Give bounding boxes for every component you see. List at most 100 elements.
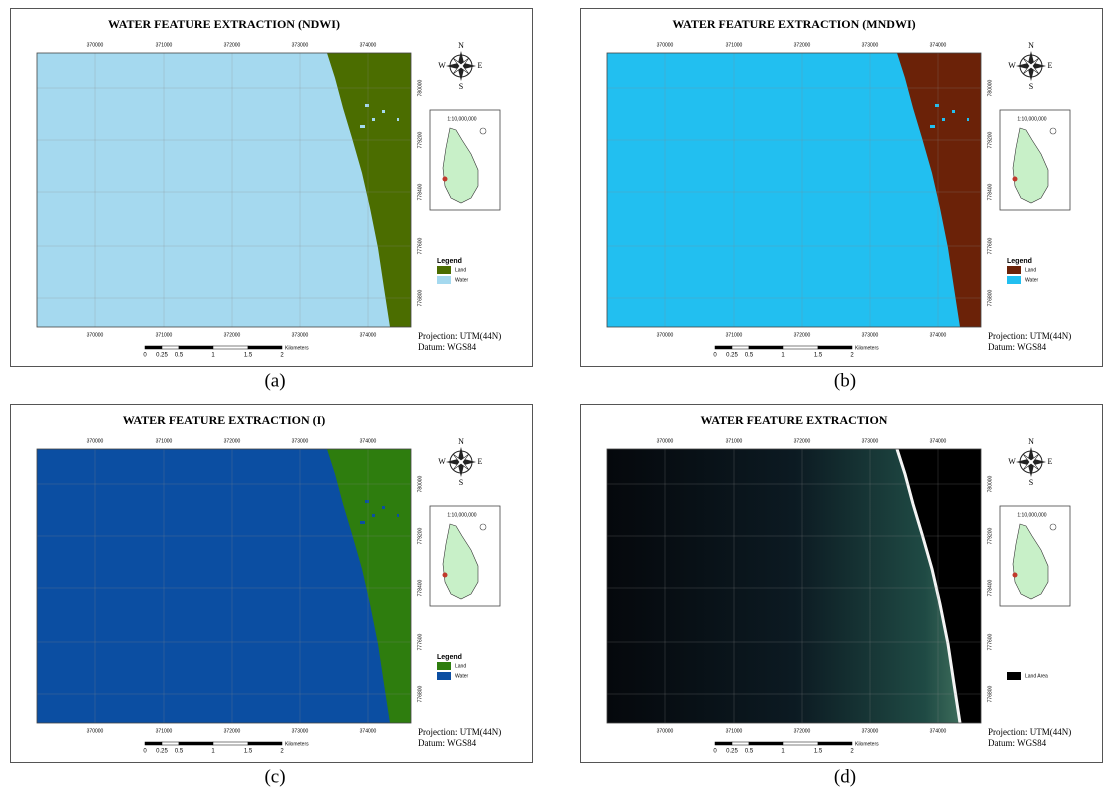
x-tick-label: 370000 <box>657 42 674 48</box>
inset-scale: 1:10,000,000 <box>1017 512 1046 518</box>
scale-segment <box>715 346 732 349</box>
scale-label: 0.5 <box>175 749 184 755</box>
x-tick-label: 370000 <box>657 438 674 444</box>
inset-scale: 1:10,000,000 <box>447 512 476 518</box>
x-tick-label: 371000 <box>726 332 743 338</box>
x-tick-label: 371000 <box>156 332 173 338</box>
legend-label: Land <box>455 663 466 669</box>
y-tick-label: 779200 <box>417 527 423 544</box>
x-tick-label: 372000 <box>794 728 811 734</box>
inland-water <box>952 110 955 113</box>
map-panel: WATER FEATURE EXTRACTION (MNDWI)37000037… <box>581 9 1103 367</box>
legend-swatch <box>437 672 451 680</box>
scale-label: 0.25 <box>156 353 168 359</box>
caption: (d) <box>834 766 856 787</box>
y-tick-label: 779200 <box>987 527 993 544</box>
scale-segment <box>749 742 783 745</box>
x-tick-label: 373000 <box>292 42 309 48</box>
compass-e: E <box>1048 61 1053 70</box>
caption: (c) <box>264 766 285 787</box>
x-tick-label: 372000 <box>224 42 241 48</box>
x-tick-label: 374000 <box>930 438 947 444</box>
legend-swatch <box>1007 672 1021 680</box>
x-tick-label: 373000 <box>862 438 879 444</box>
compass-s: S <box>1029 478 1033 487</box>
compass-s: S <box>459 82 463 91</box>
x-tick-label: 370000 <box>657 728 674 734</box>
x-tick-label: 373000 <box>292 332 309 338</box>
x-tick-label: 373000 <box>862 42 879 48</box>
scale-segment <box>783 346 818 349</box>
legend-swatch <box>437 662 451 670</box>
x-tick-label: 371000 <box>156 728 173 734</box>
map-panel: WATER FEATURE EXTRACTION (I)370000370000… <box>11 405 533 763</box>
scale-segment <box>248 742 282 745</box>
x-tick-label: 371000 <box>726 438 743 444</box>
x-tick-label: 371000 <box>726 42 743 48</box>
legend-label: Land Area <box>1025 673 1048 679</box>
compass-n: N <box>458 437 464 446</box>
x-tick-label: 371000 <box>726 728 743 734</box>
scale-segment <box>818 346 852 349</box>
scale-label: 0.5 <box>745 749 754 755</box>
inland-water <box>382 506 385 509</box>
scale-segment <box>818 742 852 745</box>
x-tick-label: 370000 <box>87 728 104 734</box>
scale-segment <box>749 346 783 349</box>
legend-swatch <box>1007 276 1021 284</box>
scale-segment <box>179 742 213 745</box>
inland-water <box>360 521 365 524</box>
inland-water <box>935 104 939 107</box>
y-tick-label: 779200 <box>417 131 423 148</box>
scale-segment <box>732 742 749 745</box>
y-tick-label: 776800 <box>417 289 423 306</box>
scale-label: 1.5 <box>244 749 253 755</box>
scale-label: 1.5 <box>244 353 253 359</box>
scale-segment <box>213 742 248 745</box>
y-tick-label: 780000 <box>417 79 423 96</box>
projection: Projection: UTM(44N) <box>988 331 1071 341</box>
compass-w: W <box>1008 61 1016 70</box>
legend-title: Legend <box>437 654 462 661</box>
x-tick-label: 370000 <box>87 42 104 48</box>
inland-water <box>365 500 369 503</box>
x-tick-label: 372000 <box>224 728 241 734</box>
x-tick-label: 372000 <box>224 438 241 444</box>
legend-label: Water <box>455 673 468 679</box>
map-panel: WATER FEATURE EXTRACTION (NDWI)370000370… <box>11 9 533 367</box>
x-tick-label: 373000 <box>292 728 309 734</box>
x-tick-label: 370000 <box>657 332 674 338</box>
scale-unit: Kilometers <box>855 345 879 351</box>
y-tick-label: 777600 <box>987 633 993 650</box>
inland-water <box>942 118 945 121</box>
datum: Datum: WGS84 <box>418 738 477 748</box>
scale-label: 0.25 <box>156 749 168 755</box>
x-tick-label: 370000 <box>87 438 104 444</box>
y-tick-label: 776800 <box>987 289 993 306</box>
datum: Datum: WGS84 <box>418 342 477 352</box>
datum: Datum: WGS84 <box>988 342 1047 352</box>
y-tick-label: 780000 <box>987 79 993 96</box>
caption: (b) <box>834 370 856 391</box>
inset-scale: 1:10,000,000 <box>1017 116 1046 122</box>
projection: Projection: UTM(44N) <box>418 331 501 341</box>
caption: (a) <box>264 370 285 391</box>
inland-water <box>397 118 399 121</box>
study-area <box>1013 573 1018 578</box>
scale-label: 0.5 <box>175 353 184 359</box>
x-tick-label: 373000 <box>862 728 879 734</box>
y-tick-label: 777600 <box>417 633 423 650</box>
scale-label: 0.5 <box>745 353 754 359</box>
scale-segment <box>179 346 213 349</box>
panel-title: WATER FEATURE EXTRACTION (NDWI) <box>108 17 340 31</box>
legend-swatch <box>1007 266 1021 274</box>
compass-w: W <box>438 61 446 70</box>
x-tick-label: 374000 <box>360 438 377 444</box>
x-tick-label: 374000 <box>930 42 947 48</box>
inland-water <box>930 125 935 128</box>
inland-water <box>360 125 365 128</box>
x-tick-label: 372000 <box>794 438 811 444</box>
scale-segment <box>715 742 732 745</box>
compass-n: N <box>1028 41 1034 50</box>
map-panel: WATER FEATURE EXTRACTION3700003700003710… <box>581 405 1103 763</box>
